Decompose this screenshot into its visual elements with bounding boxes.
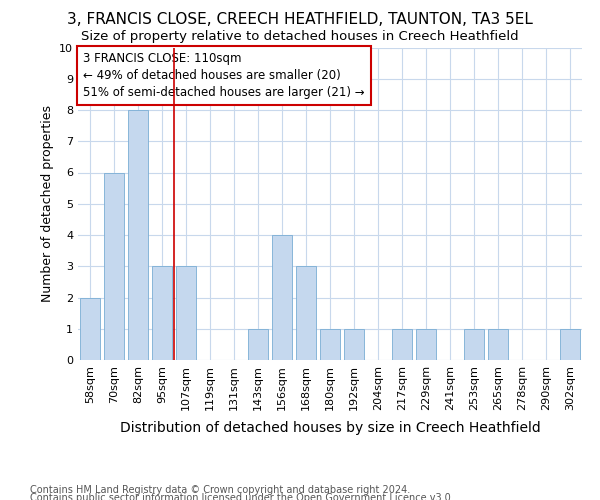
Text: 3, FRANCIS CLOSE, CREECH HEATHFIELD, TAUNTON, TA3 5EL: 3, FRANCIS CLOSE, CREECH HEATHFIELD, TAU… xyxy=(67,12,533,28)
X-axis label: Distribution of detached houses by size in Creech Heathfield: Distribution of detached houses by size … xyxy=(119,421,541,435)
Bar xyxy=(104,172,124,360)
Bar xyxy=(296,266,316,360)
Bar xyxy=(128,110,148,360)
Bar xyxy=(152,266,172,360)
Bar xyxy=(320,329,340,360)
Bar xyxy=(344,329,364,360)
Bar xyxy=(176,266,196,360)
Text: Contains public sector information licensed under the Open Government Licence v3: Contains public sector information licen… xyxy=(30,493,454,500)
Bar xyxy=(560,329,580,360)
Y-axis label: Number of detached properties: Number of detached properties xyxy=(41,106,53,302)
Text: Contains HM Land Registry data © Crown copyright and database right 2024.: Contains HM Land Registry data © Crown c… xyxy=(30,485,410,495)
Text: 3 FRANCIS CLOSE: 110sqm
← 49% of detached houses are smaller (20)
51% of semi-de: 3 FRANCIS CLOSE: 110sqm ← 49% of detache… xyxy=(83,52,365,99)
Text: Size of property relative to detached houses in Creech Heathfield: Size of property relative to detached ho… xyxy=(81,30,519,43)
Bar xyxy=(464,329,484,360)
Bar xyxy=(248,329,268,360)
Bar xyxy=(392,329,412,360)
Bar xyxy=(488,329,508,360)
Bar xyxy=(80,298,100,360)
Bar xyxy=(416,329,436,360)
Bar xyxy=(272,235,292,360)
